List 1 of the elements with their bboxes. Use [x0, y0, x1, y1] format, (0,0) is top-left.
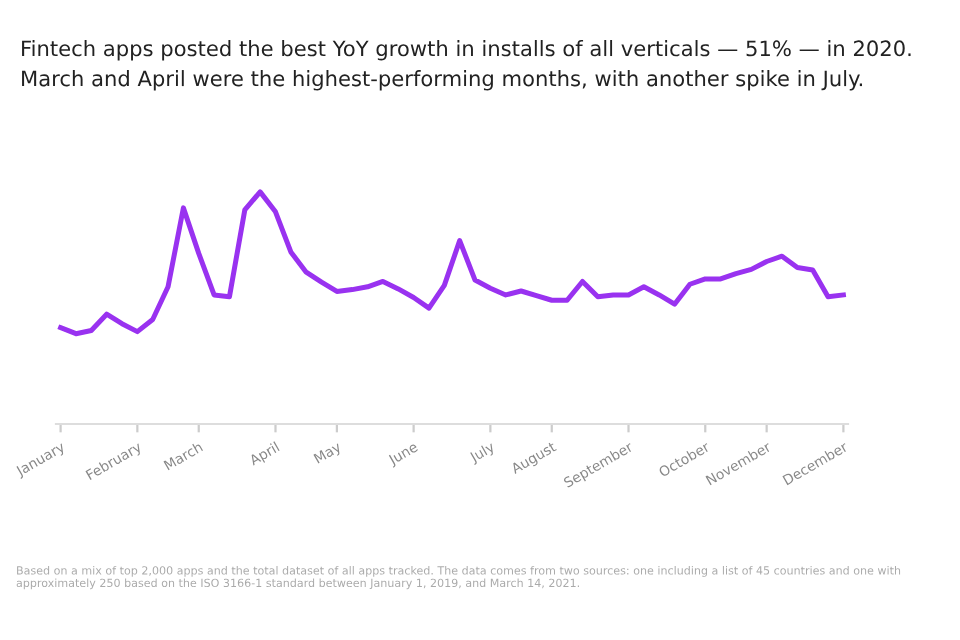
chart-title: Fintech apps posted the best YoY growth in installs of all verticals — 51% — in 2020. March and April were the highest-performing months, with another spike in July. [22, 40, 911, 91]
